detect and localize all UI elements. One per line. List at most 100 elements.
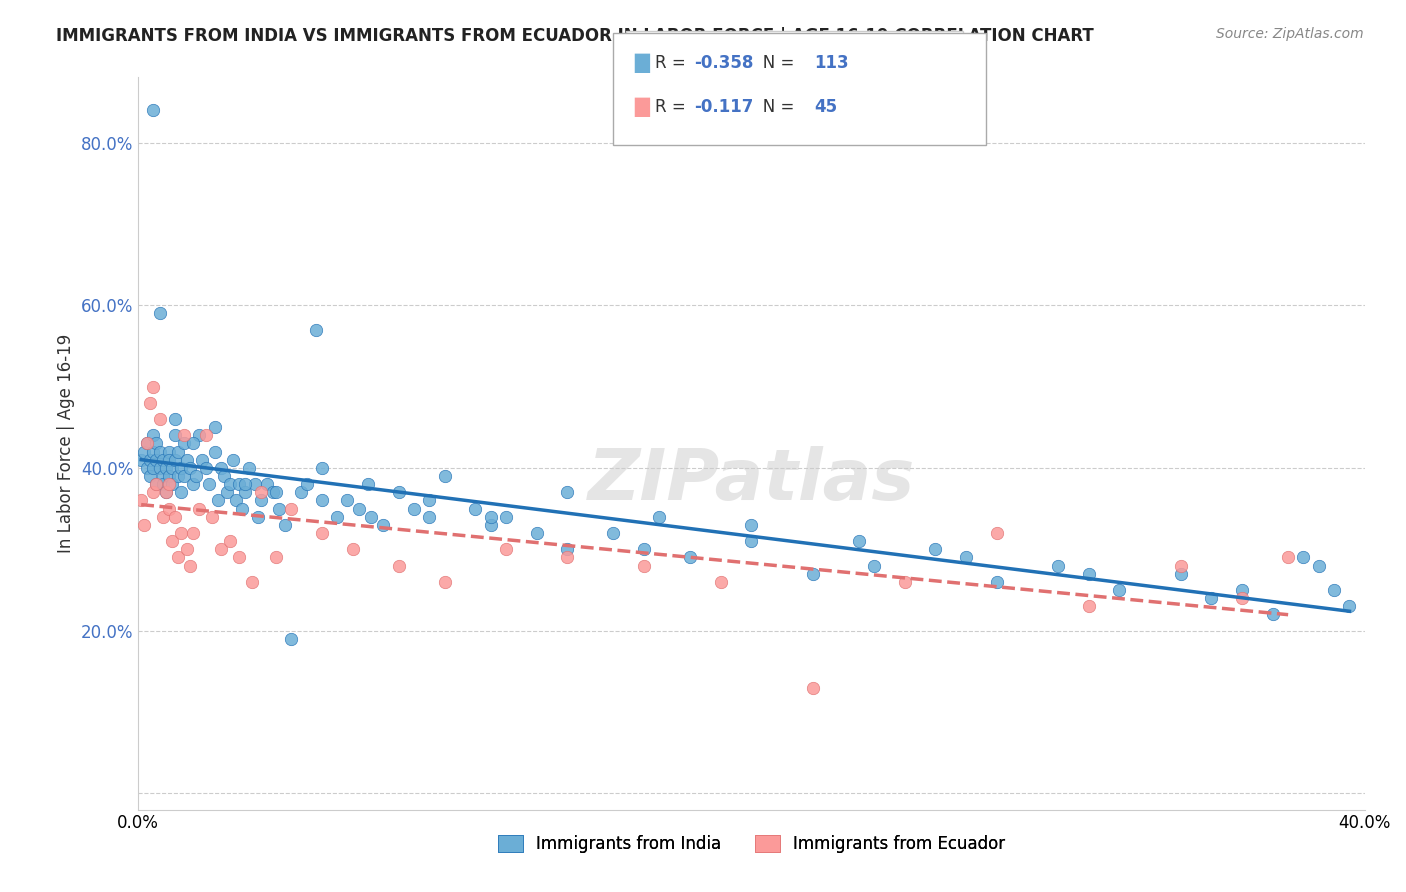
Point	[170, 485, 193, 500]
Point	[215, 485, 238, 500]
Legend: Immigrants from India, Immigrants from Ecuador: Immigrants from India, Immigrants from E…	[491, 829, 1012, 860]
Point	[167, 469, 190, 483]
Point	[176, 452, 198, 467]
Point	[163, 509, 186, 524]
Point	[633, 542, 655, 557]
Point	[167, 550, 190, 565]
Point	[1077, 599, 1099, 614]
Point	[188, 428, 211, 442]
Point	[1230, 591, 1253, 605]
Point	[495, 542, 517, 557]
Point	[311, 493, 333, 508]
Text: █: █	[634, 54, 650, 73]
Point	[201, 509, 224, 524]
Point	[986, 525, 1008, 540]
Point	[207, 493, 229, 508]
Point	[388, 558, 411, 573]
Point	[418, 509, 440, 524]
Point	[160, 534, 183, 549]
Text: IMMIGRANTS FROM INDIA VS IMMIGRANTS FROM ECUADOR IN LABOR FORCE | AGE 16-19 CORR: IMMIGRANTS FROM INDIA VS IMMIGRANTS FROM…	[56, 27, 1094, 45]
Point	[274, 517, 297, 532]
Point	[986, 574, 1008, 589]
Point	[1261, 607, 1284, 622]
Point	[1323, 582, 1346, 597]
Point	[152, 452, 174, 467]
Point	[179, 461, 201, 475]
Point	[648, 509, 671, 524]
Point	[209, 542, 232, 557]
Point	[801, 566, 824, 581]
Point	[148, 306, 170, 320]
Point	[136, 436, 159, 450]
Text: 113: 113	[814, 54, 849, 71]
Point	[264, 550, 287, 565]
Point	[347, 501, 370, 516]
Point	[136, 461, 159, 475]
Point	[170, 525, 193, 540]
Point	[186, 469, 208, 483]
Point	[129, 493, 152, 508]
Point	[225, 493, 247, 508]
Point	[142, 461, 165, 475]
Point	[157, 501, 180, 516]
Point	[176, 542, 198, 557]
Point	[219, 534, 242, 549]
Point	[212, 469, 235, 483]
Point	[557, 550, 579, 565]
Point	[167, 444, 190, 458]
Point	[1230, 582, 1253, 597]
Point	[740, 517, 762, 532]
Point	[160, 461, 183, 475]
Point	[495, 509, 517, 524]
Point	[163, 428, 186, 442]
Text: 45: 45	[814, 98, 837, 116]
Point	[152, 477, 174, 491]
Point	[204, 444, 226, 458]
Y-axis label: In Labor Force | Age 16-19: In Labor Force | Age 16-19	[58, 334, 75, 553]
Point	[209, 461, 232, 475]
Point	[894, 574, 917, 589]
Point	[129, 452, 152, 467]
Point	[1277, 550, 1299, 565]
Point	[160, 477, 183, 491]
Point	[157, 469, 180, 483]
Point	[157, 477, 180, 491]
Point	[526, 525, 548, 540]
Point	[404, 501, 426, 516]
Point	[924, 542, 946, 557]
Point	[148, 412, 170, 426]
Point	[360, 509, 382, 524]
Point	[145, 436, 167, 450]
Point	[269, 501, 291, 516]
Point	[256, 477, 278, 491]
Text: N =: N =	[747, 98, 799, 116]
Text: R =: R =	[655, 98, 696, 116]
Point	[243, 477, 266, 491]
Point	[145, 477, 167, 491]
Point	[557, 542, 579, 557]
Point	[197, 477, 219, 491]
Point	[262, 485, 284, 500]
Point	[181, 525, 204, 540]
Point	[235, 477, 257, 491]
Point	[326, 509, 349, 524]
Text: R =: R =	[655, 54, 692, 71]
Point	[479, 509, 502, 524]
Point	[228, 550, 250, 565]
Point	[264, 485, 287, 500]
Point	[152, 469, 174, 483]
Point	[134, 517, 156, 532]
Point	[155, 485, 177, 500]
Point	[249, 485, 271, 500]
Point	[311, 525, 333, 540]
Point	[173, 428, 195, 442]
Point	[433, 574, 456, 589]
Point	[280, 501, 302, 516]
Point	[163, 412, 186, 426]
Point	[311, 461, 333, 475]
Point	[173, 469, 195, 483]
Point	[1170, 566, 1192, 581]
Point	[231, 501, 253, 516]
Point	[740, 534, 762, 549]
Point	[142, 103, 165, 117]
